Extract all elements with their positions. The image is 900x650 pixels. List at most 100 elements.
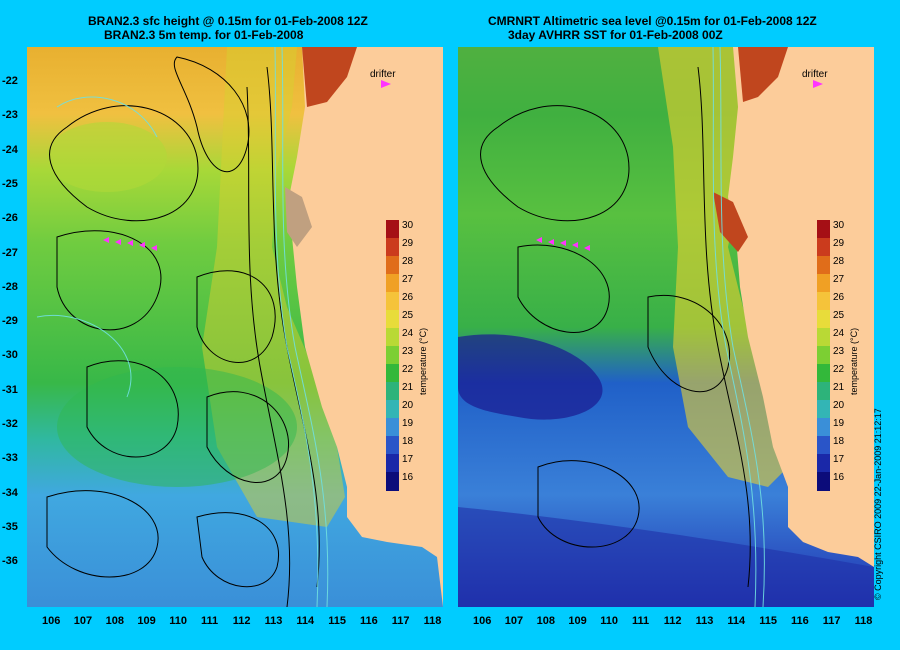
colorbar-tick: 23: [402, 346, 414, 357]
colorbar-tick: 27: [402, 274, 414, 285]
left-colorbar-unit: temperature (°C): [418, 327, 428, 395]
longitude-label: 108: [105, 615, 124, 627]
colorbar-swatch: [386, 256, 399, 275]
longitude-label: 117: [822, 615, 841, 627]
longitude-label: 106: [42, 615, 61, 627]
longitude-label: 109: [137, 615, 156, 627]
right-title-line2: 3day AVHRR SST for 01-Feb-2008 00Z: [508, 28, 723, 42]
longitude-label: 112: [232, 615, 251, 627]
longitude-label: 107: [504, 615, 524, 627]
colorbar-swatch: [817, 382, 830, 401]
colorbar-swatch: [386, 220, 399, 239]
colorbar-swatch: [386, 418, 399, 437]
colorbar-tick: 19: [833, 418, 845, 429]
longitude-label: 107: [73, 615, 93, 627]
longitude-label: 114: [727, 615, 746, 627]
latitude-label: -28: [2, 280, 18, 293]
longitude-label: 115: [328, 615, 346, 627]
colorbar-swatch: [817, 292, 830, 311]
left-title-line1: BRAN2.3 sfc height @ 0.15m for 01-Feb-20…: [88, 14, 368, 28]
longitude-label: 110: [600, 615, 618, 627]
colorbar-tick: 25: [402, 310, 414, 321]
latitude-label: -34: [2, 486, 18, 499]
colorbar-tick: 29: [833, 238, 845, 249]
right-map: [458, 47, 874, 607]
colorbar-swatch: [386, 274, 399, 293]
colorbar-tick: 30: [833, 220, 845, 231]
colorbar-tick: 28: [402, 256, 414, 267]
right-drifter-icon: [813, 80, 823, 88]
colorbar-swatch: [817, 418, 830, 437]
colorbar-swatch: [817, 328, 830, 347]
colorbar-tick: 17: [402, 454, 414, 465]
left-drifter-icon: [381, 80, 391, 88]
latitude-label: -30: [2, 349, 18, 362]
latitude-label: -29: [2, 315, 18, 328]
latitude-label: -22: [2, 75, 18, 87]
colorbar-swatch: [817, 454, 830, 473]
colorbar-swatch: [817, 472, 830, 491]
colorbar-swatch: [386, 472, 399, 491]
left-drifter-track: [103, 237, 157, 251]
colorbar-swatch: [817, 238, 830, 257]
copyright-text: © Copyright CSIRO 2009 22-Jan-2009 21:12…: [873, 408, 883, 600]
colorbar-swatch: [386, 436, 399, 455]
colorbar-tick: 26: [833, 292, 845, 303]
colorbar-tick: 25: [833, 310, 845, 321]
longitude-label: 113: [695, 615, 714, 627]
colorbar-swatch: [386, 364, 399, 383]
colorbar-tick: 28: [833, 256, 845, 267]
right-colorbar: [817, 220, 830, 491]
colorbar-swatch: [386, 292, 399, 311]
longitude-label: 110: [169, 615, 187, 627]
left-title-line2: BRAN2.3 5m temp. for 01-Feb-2008: [104, 28, 304, 42]
colorbar-swatch: [386, 454, 399, 473]
longitude-label: 109: [568, 615, 587, 627]
longitude-label: 106: [473, 615, 492, 627]
latitude-label: -36: [2, 555, 18, 568]
left-colorbar: [386, 220, 399, 491]
colorbar-swatch: [817, 274, 830, 293]
colorbar-tick: 29: [402, 238, 414, 249]
latitude-label: -35: [2, 520, 18, 533]
longitude-label: 111: [632, 615, 650, 627]
colorbar-swatch: [386, 400, 399, 419]
colorbar-tick: 26: [402, 292, 414, 303]
colorbar-tick: 20: [833, 400, 845, 411]
colorbar-tick: 21: [833, 382, 845, 393]
colorbar-swatch: [817, 400, 830, 419]
latitude-label: -32: [2, 418, 18, 430]
latitude-label: -33: [2, 452, 18, 465]
colorbar-tick: 22: [833, 364, 845, 375]
latitude-label: -25: [2, 177, 18, 190]
right-title: CMRNRT Altimetric sea level @0.15m for 0…: [488, 14, 817, 42]
left-drifter-legend: drifter: [370, 69, 396, 80]
colorbar-swatch: [386, 238, 399, 257]
colorbar-tick: 20: [402, 400, 414, 411]
colorbar-tick: 17: [833, 454, 845, 465]
latitude-label: -24: [2, 143, 18, 156]
colorbar-swatch: [817, 346, 830, 365]
longitude-label: 111: [201, 615, 219, 627]
longitude-label: 112: [663, 615, 682, 627]
longitude-label: 118: [854, 615, 873, 627]
latitude-label: -26: [2, 212, 18, 225]
colorbar-swatch: [817, 256, 830, 275]
colorbar-swatch: [817, 310, 830, 329]
longitude-label: 117: [391, 615, 410, 627]
latitude-label: -23: [2, 109, 18, 122]
colorbar-tick: 16: [402, 472, 414, 483]
colorbar-tick: 24: [833, 328, 845, 339]
colorbar-swatch: [386, 310, 399, 329]
right-drifter-track: [536, 237, 590, 251]
latitude-label: -31: [2, 383, 18, 396]
longitude-label: 108: [536, 615, 555, 627]
colorbar-swatch: [386, 328, 399, 347]
colorbar-swatch: [817, 220, 830, 239]
colorbar-tick: 30: [402, 220, 414, 231]
longitude-label: 118: [423, 615, 442, 627]
longitude-label: 116: [360, 615, 378, 627]
colorbar-swatch: [386, 346, 399, 365]
colorbar-tick: 19: [402, 418, 414, 429]
longitude-label: 113: [264, 615, 283, 627]
